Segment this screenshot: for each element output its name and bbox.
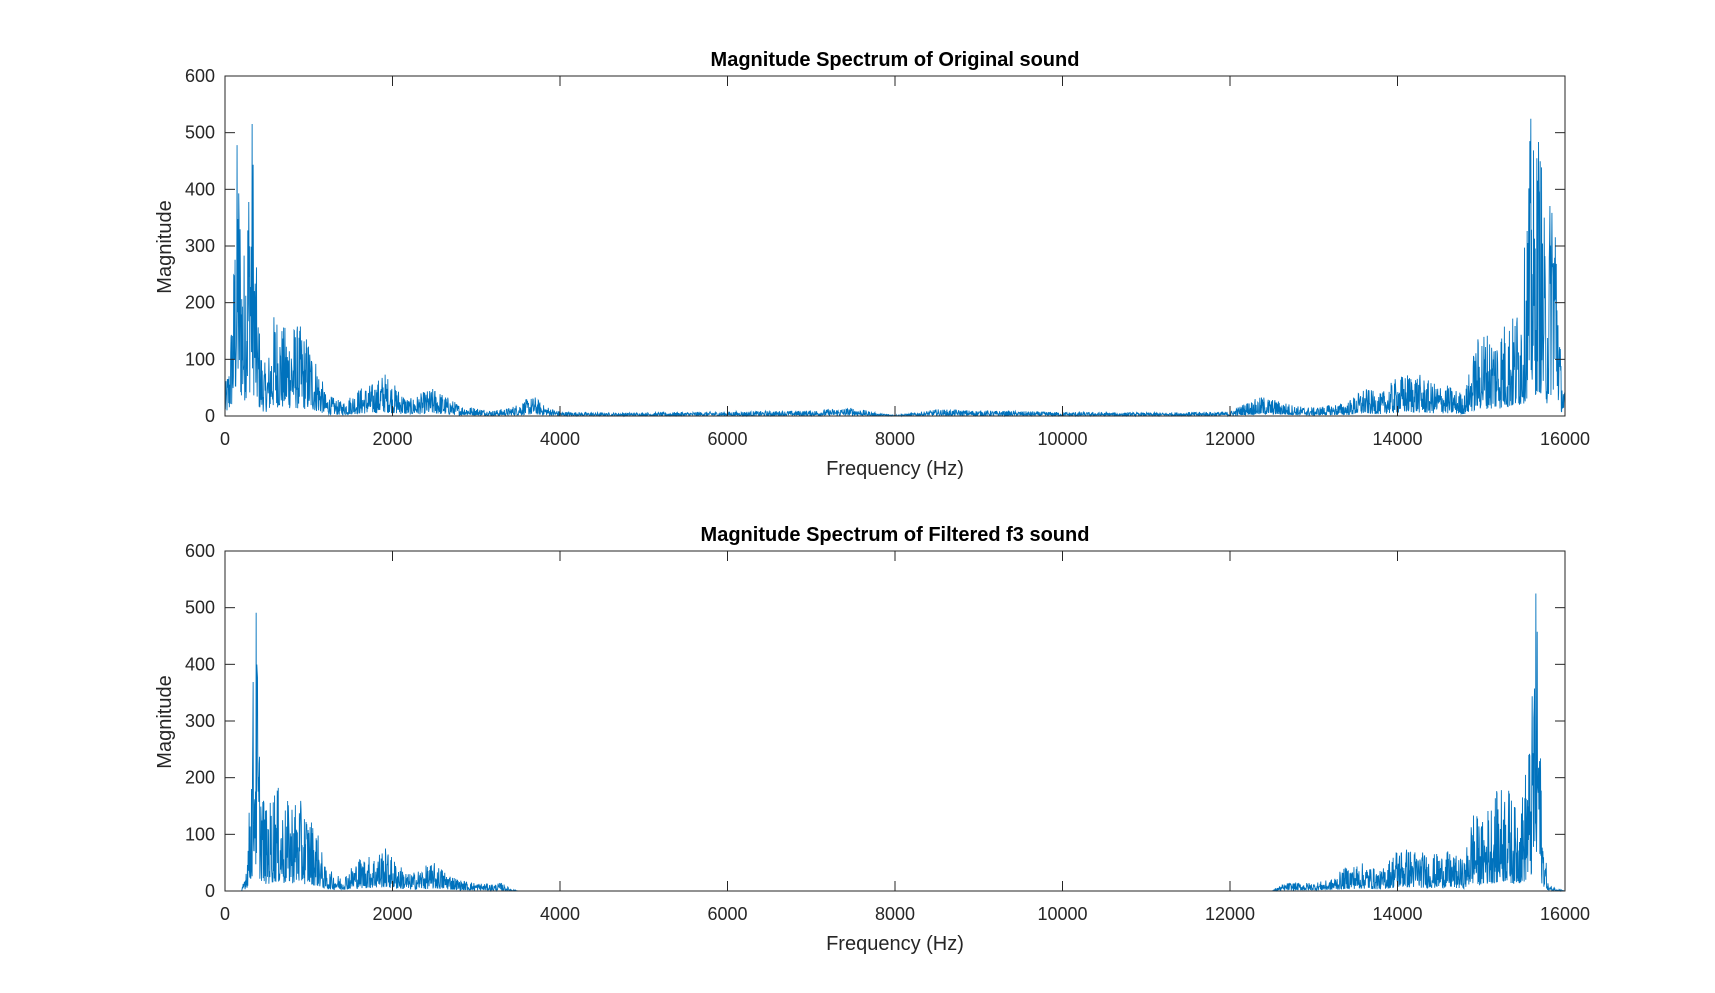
- x-tick-label: 0: [220, 904, 230, 924]
- y-tick-label: 400: [185, 654, 215, 674]
- x-tick-label: 12000: [1205, 429, 1255, 449]
- x-tick-label: 8000: [875, 904, 915, 924]
- x-tick-label: 10000: [1037, 429, 1087, 449]
- x-tick-label: 6000: [707, 904, 747, 924]
- x-tick-label: 2000: [372, 904, 412, 924]
- y-tick-label: 400: [185, 179, 215, 199]
- y-tick-label: 200: [185, 293, 215, 313]
- y-tick-label: 0: [205, 406, 215, 426]
- x-tick-label: 14000: [1372, 904, 1422, 924]
- y-tick-label: 500: [185, 598, 215, 618]
- x-tick-label: 4000: [540, 429, 580, 449]
- y-tick-label: 0: [205, 881, 215, 901]
- y-tick-label: 100: [185, 349, 215, 369]
- x-tick-label: 14000: [1372, 429, 1422, 449]
- x-axis-label-original: Frequency (Hz): [826, 458, 964, 480]
- y-axis-label-original: Magnitude: [154, 200, 176, 293]
- y-tick-label: 500: [185, 123, 215, 143]
- x-tick-label: 10000: [1037, 904, 1087, 924]
- x-tick-label: 4000: [540, 904, 580, 924]
- subplot-filtered: Magnitude Spectrum of Filtered f3 sound …: [154, 524, 1590, 955]
- y-tick-label: 300: [185, 236, 215, 256]
- x-tick-label: 2000: [372, 429, 412, 449]
- y-tick-label: 300: [185, 711, 215, 731]
- x-tick-label: 8000: [875, 429, 915, 449]
- y-axis-label-filtered: Magnitude: [154, 675, 176, 768]
- x-tick-label: 6000: [707, 429, 747, 449]
- y-tick-label: 100: [185, 824, 215, 844]
- x-axis-label-filtered: Frequency (Hz): [826, 933, 964, 955]
- x-tick-label: 12000: [1205, 904, 1255, 924]
- chart-title-filtered: Magnitude Spectrum of Filtered f3 sound: [701, 524, 1090, 546]
- y-tick-label: 600: [185, 541, 215, 561]
- chart-title-original: Magnitude Spectrum of Original sound: [711, 49, 1080, 71]
- subplot-original: Magnitude Spectrum of Original sound Fre…: [154, 49, 1590, 480]
- x-tick-label: 16000: [1540, 429, 1590, 449]
- x-tick-label: 0: [220, 429, 230, 449]
- y-tick-label: 600: [185, 66, 215, 86]
- x-tick-label: 16000: [1540, 904, 1590, 924]
- y-tick-label: 200: [185, 768, 215, 788]
